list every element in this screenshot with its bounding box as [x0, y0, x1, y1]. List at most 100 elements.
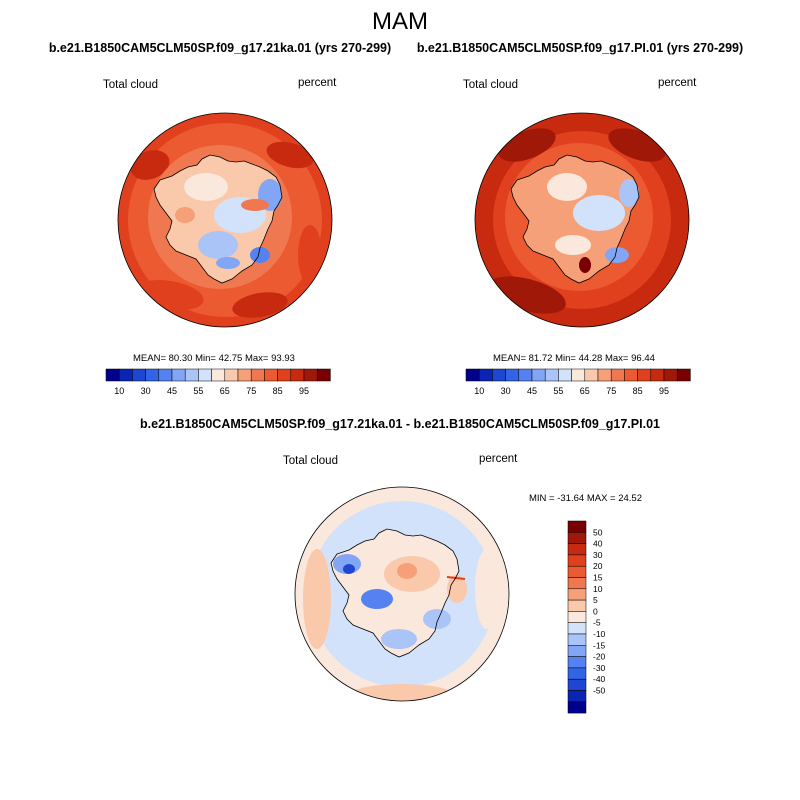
panel-3-colorbar-box	[567, 656, 587, 669]
panel-1-max-label: Max=	[244, 353, 269, 364]
panel-1-colorbar-box	[171, 368, 186, 382]
panel-2-mean-value: 81.72	[528, 353, 553, 364]
panel-2-colorbar-box	[478, 368, 493, 382]
panel-1-units-label: percent	[298, 77, 337, 89]
panel-3-colorbar-box	[567, 599, 587, 612]
panel-1-title: b.e21.B1850CAM5CLM50SP.f09_g17.21ka.01 (…	[48, 41, 392, 55]
panel-2-min-value: 44.28	[578, 353, 603, 364]
panel-2-tick-label: 95	[659, 386, 669, 396]
panel-2-min-label: Min=	[555, 353, 576, 364]
panel-1-max-value: 93.93	[271, 353, 295, 364]
panel-1-tick-label: 30	[141, 386, 151, 396]
panel-3-tick-label: -20	[593, 652, 606, 662]
panel-1-colorbar-box	[132, 368, 146, 382]
panel-2-units-label: percent	[658, 77, 697, 89]
panel-2-map	[474, 112, 690, 328]
panel-1-colorbar-box	[158, 368, 173, 382]
panel-1-mean-value: 80.30	[168, 353, 193, 364]
panel-1-map	[117, 112, 333, 328]
panel-1-colorbar-box	[290, 368, 305, 382]
panel-1-tick-label: 45	[167, 386, 177, 396]
panel-2-colorbar-box	[505, 368, 520, 382]
panel-1-tick-label: 10	[114, 386, 124, 396]
panel-1-colorbar-box	[303, 368, 318, 382]
panel-2-tick-label: 45	[527, 386, 537, 396]
panel-1-tick-label: 85	[273, 386, 283, 396]
panel-3-tick-label: 15	[593, 573, 603, 583]
panel-2-colorbar-box	[610, 368, 625, 382]
panel-2-colorbar-box	[492, 368, 506, 382]
panel-3-title: b.e21.B1850CAM5CLM50SP.f09_g17.21ka.01 -…	[140, 417, 660, 431]
panel-2-colorbar-box	[637, 368, 652, 382]
panel-3-tick-label: -5	[593, 618, 601, 628]
panel-1-colorbar-box	[184, 368, 199, 382]
panel-3-colorbar-box	[567, 633, 587, 646]
panel-3-tick-label: -15	[593, 640, 606, 650]
panel-3-tick-label: -10	[593, 629, 606, 639]
panel-3-colorbar-box	[567, 667, 587, 680]
panel-1-min-label: Min=	[195, 353, 216, 364]
panel-3-colorbar: 50 40 30 20 15 10 5 0 -5 -10 -15 -20 -30…	[567, 520, 606, 714]
panel-2-colorbar-box	[571, 368, 586, 382]
panel-3-colorbar-box	[567, 577, 587, 590]
panel-2-colorbar-box	[624, 368, 638, 382]
panel-3-tick-label: 0	[593, 606, 598, 616]
panel-2-colorbar: 10 30 45 55 65 75 85 95	[465, 368, 691, 396]
panel-2-tick-label: 30	[501, 386, 511, 396]
panel-2-colorbar-box	[465, 368, 480, 382]
panel-2-tick-label: 85	[633, 386, 643, 396]
panel-3-colorbar-box	[567, 622, 587, 635]
panel-1-colorbar-box	[277, 368, 292, 382]
panel-1-colorbar-box	[250, 368, 265, 382]
panel-1-tick-label: 65	[220, 386, 230, 396]
panel-3-colorbar-box	[567, 565, 587, 578]
panel-3-colorbar-box	[567, 701, 587, 714]
panel-3-colorbar-box	[567, 532, 587, 544]
panel-1-colorbar-box	[105, 368, 120, 382]
panel-1-stats: MEAN= 80.30 Min= 42.75 Max= 93.93	[133, 353, 295, 364]
panel-1-colorbar-box	[237, 368, 252, 382]
panel-3-colorbar-box	[567, 520, 587, 533]
panel-1-colorbar-box	[211, 368, 226, 382]
panel-1-colorbar-box	[264, 368, 278, 382]
panel-2-colorbar-box	[558, 368, 572, 382]
panel-3-left-label: Total cloud	[283, 455, 338, 467]
panel-2-tick-label: 65	[580, 386, 590, 396]
panel-1-tick-label: 95	[299, 386, 309, 396]
panel-2-left-label: Total cloud	[463, 79, 518, 91]
panel-3-tick-label: 20	[593, 561, 603, 571]
panel-1-tick-label: 75	[246, 386, 256, 396]
panel-1-colorbar-box	[316, 368, 331, 382]
panel-2-colorbar-box	[663, 368, 678, 382]
panel-3-units-label: percent	[479, 453, 518, 465]
panel-3-tick-label: 5	[593, 595, 598, 605]
panel-1-mean-label: MEAN=	[133, 353, 166, 364]
panel-3-tick-label: 10	[593, 584, 603, 594]
panel-3-tick-label: 30	[593, 550, 603, 560]
panel-2-tick-label: 55	[553, 386, 563, 396]
panel-2-tick-label: 10	[474, 386, 484, 396]
panel-1-colorbar-box	[198, 368, 212, 382]
panel-2-max-value: 96.44	[631, 353, 655, 364]
panel-3-colorbar-box	[567, 554, 587, 567]
panel-3-colorbar-box	[567, 678, 587, 691]
panel-3-colorbar-box	[567, 645, 587, 657]
panel-2-colorbar-box	[544, 368, 559, 382]
panel-2-colorbar-box	[676, 368, 691, 382]
panel-3-tick-label: -40	[593, 674, 606, 684]
panel-1-tick-label: 55	[193, 386, 203, 396]
panel-3-stats: MIN = -31.64 MAX = 24.52	[529, 493, 643, 504]
season-title: MAM	[372, 8, 428, 35]
panel-3-colorbar-box	[567, 543, 587, 556]
panel-3-colorbar-box	[567, 588, 587, 601]
panel-2-colorbar-box	[597, 368, 612, 382]
panel-3-tick-label: -30	[593, 663, 606, 673]
panel-2-mean-label: MEAN=	[493, 353, 526, 364]
panel-3-colorbar-box	[567, 611, 587, 623]
panel-2-tick-label: 75	[606, 386, 616, 396]
panel-2-stats: MEAN= 81.72 Min= 44.28 Max= 96.44	[493, 353, 655, 364]
panel-2-title: b.e21.B1850CAM5CLM50SP.f09_g17.PI.01 (yr…	[416, 41, 744, 55]
panel-3-tick-label: -50	[593, 686, 606, 696]
panel-1-colorbar-box	[118, 368, 133, 382]
panel-2-colorbar-box	[518, 368, 533, 382]
